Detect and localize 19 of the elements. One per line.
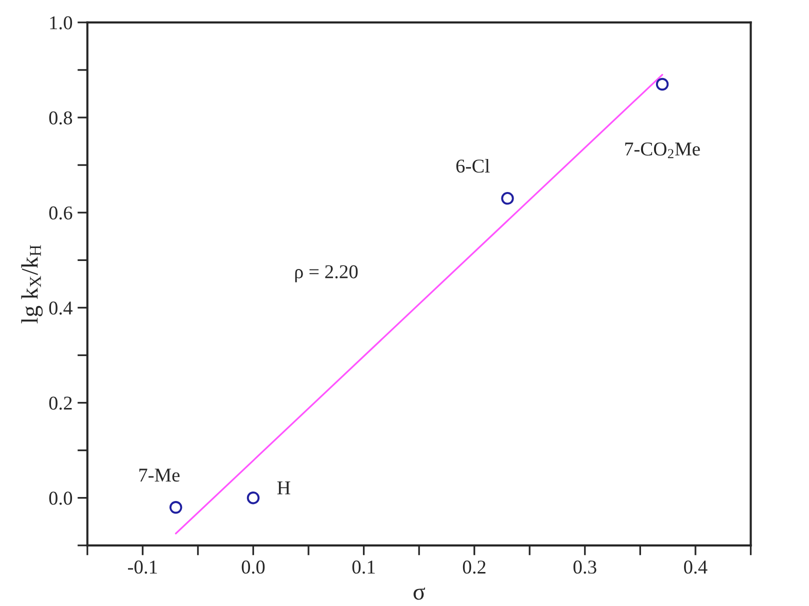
x-tick-label: 0.0 <box>242 560 265 574</box>
y-tick-label: 0.4 <box>49 302 72 315</box>
y-tick-label: 0.0 <box>49 492 72 505</box>
x-tick-label: -0.1 <box>128 560 157 574</box>
annotation: 7-CO$_{2}$Me <box>625 142 700 158</box>
y-tick-label: 0.2 <box>49 396 72 410</box>
y-tick-label: 0.8 <box>49 111 72 125</box>
annotation: 6-Cl <box>456 158 490 173</box>
y-tick-label: 1.0 <box>50 16 72 30</box>
y-axis-title: lg k$_{X}$/k$_{H}$ <box>21 245 43 324</box>
x-tick-label: 0.2 <box>462 560 486 574</box>
y-tick-label: 0.6 <box>49 206 72 220</box>
x-tick-label: 0.1 <box>352 560 375 574</box>
annotation: H <box>277 481 290 494</box>
x-tick-label: 0.4 <box>684 560 708 574</box>
x-axis-title: σ <box>414 587 426 600</box>
annotation: 7-Me <box>139 468 180 482</box>
x-tick-label: 0.3 <box>573 560 596 574</box>
annotation: ρ = 2.20 <box>295 265 358 282</box>
